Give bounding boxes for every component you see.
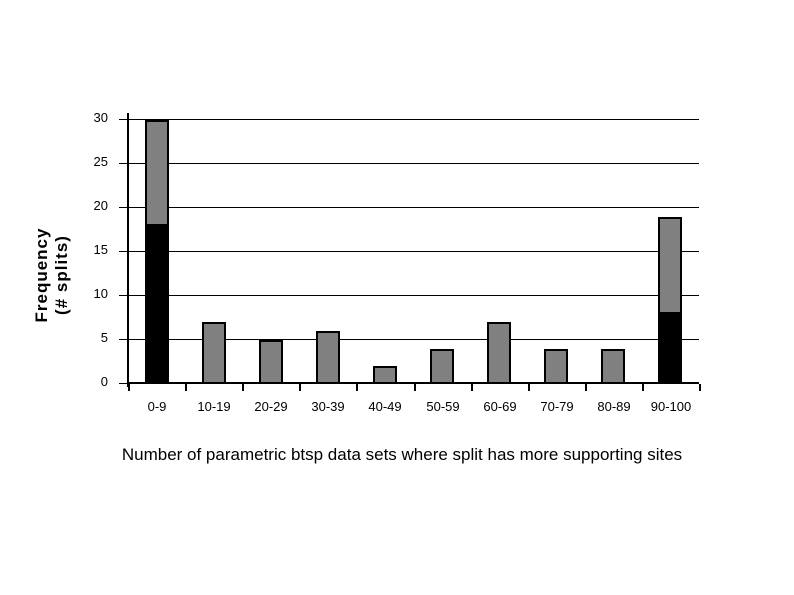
y-tick-25	[119, 163, 130, 164]
x-axis-line	[127, 382, 699, 384]
y-axis-line	[127, 113, 129, 387]
bar-segment-gray-segment-0-9	[145, 120, 169, 226]
x-tick	[242, 384, 244, 391]
x-axis-title: Number of parametric btsp data sets wher…	[121, 445, 683, 464]
y-tick-10	[119, 295, 130, 296]
y-tick-0	[119, 383, 130, 384]
y-tick-label: 0	[100, 374, 108, 389]
x-tick	[585, 384, 587, 391]
x-tick-label-10-19: 10-19	[197, 399, 231, 414]
y-tick-label: 25	[93, 154, 108, 169]
x-tick-label-20-29: 20-29	[254, 399, 288, 414]
y-tick-15	[119, 251, 130, 252]
x-tick	[185, 384, 187, 391]
gridline-y20	[128, 207, 699, 208]
x-tick-label-30-39: 30-39	[311, 399, 345, 414]
gridline-y30	[128, 119, 699, 120]
bar-segment-black-segment-0-9	[145, 225, 169, 384]
x-tick-label-50-59: 50-59	[426, 399, 460, 414]
gridline-y15	[128, 251, 699, 252]
bar-segment-gray-segment-70-79	[544, 348, 568, 384]
x-tick	[299, 384, 301, 391]
x-tick	[471, 384, 473, 391]
y-tick-5	[119, 339, 130, 340]
gridline-y10	[128, 295, 699, 296]
y-tick-30	[119, 119, 130, 120]
bar-segment-gray-segment-30-39	[316, 331, 340, 384]
bar-segment-gray-segment-20-29	[259, 340, 283, 384]
x-tick	[642, 384, 644, 391]
y-tick-label: 30	[93, 110, 108, 125]
x-tick-label-0-9: 0-9	[147, 399, 167, 414]
x-tick-label-70-79: 70-79	[540, 399, 574, 414]
x-tick	[128, 384, 130, 391]
y-axis-title-line2: (# splits)	[52, 235, 71, 315]
bar-segment-gray-segment-80-89	[601, 348, 625, 384]
bar-segment-gray-segment-40-49	[373, 366, 397, 384]
x-tick	[699, 384, 701, 391]
bar-segment-gray-segment-50-59	[430, 348, 454, 384]
x-tick-label-90-100: 90-100	[650, 399, 692, 414]
y-tick-label: 10	[93, 286, 108, 301]
x-tick-label-60-69: 60-69	[483, 399, 517, 414]
bar-segment-gray-segment-60-69	[487, 322, 511, 384]
x-tick	[356, 384, 358, 391]
gridline-y25	[128, 163, 699, 164]
bar-segment-gray-segment-10-19	[202, 322, 226, 384]
y-tick-label: 5	[100, 330, 108, 345]
y-axis-title-line1: Frequency	[32, 227, 51, 323]
y-tick-label: 15	[93, 242, 108, 257]
bar-segment-black-segment-90-100	[658, 313, 682, 384]
y-axis-title: Frequency (# splits)	[32, 205, 74, 345]
y-tick-label: 20	[93, 198, 108, 213]
gridline-y5	[128, 339, 699, 340]
x-tick-label-40-49: 40-49	[368, 399, 402, 414]
y-tick-20	[119, 207, 130, 208]
x-tick-label-80-89: 80-89	[597, 399, 631, 414]
x-tick	[528, 384, 530, 391]
x-tick	[414, 384, 416, 391]
bar-segment-gray-segment-90-100	[658, 216, 682, 314]
